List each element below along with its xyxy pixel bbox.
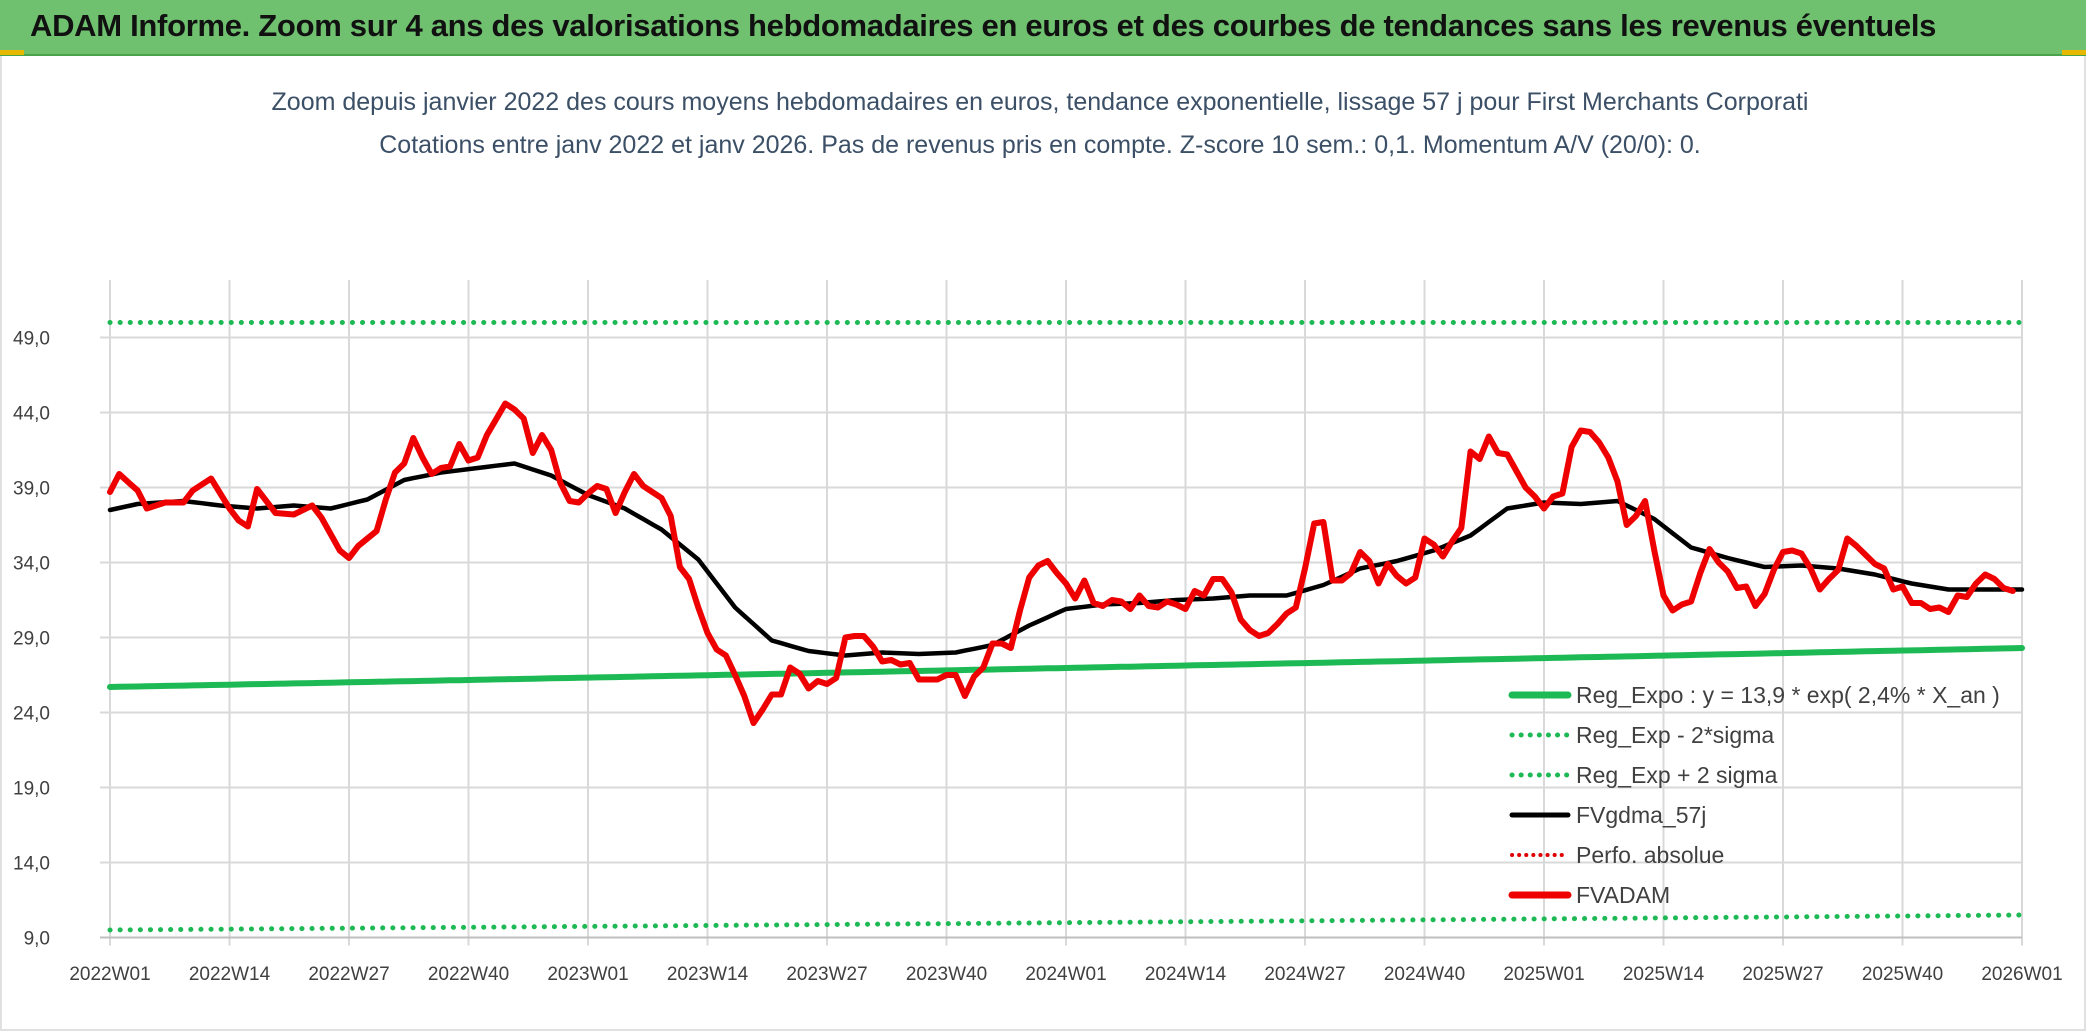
x-tick-label: 2022W27 — [308, 964, 389, 985]
y-tick-label: 39,0 — [13, 479, 50, 500]
x-tick-label: 2025W01 — [1503, 964, 1584, 985]
legend: Reg_Expo : y = 13,9 * exp( 2,4% * X_an )… — [1508, 682, 2000, 908]
x-tick-label: 2022W14 — [189, 964, 271, 985]
y-tick-label: 34,0 — [13, 554, 50, 575]
x-tick-label: 2024W27 — [1264, 964, 1345, 985]
series-reg-expo — [107, 645, 2025, 690]
header-bar: ADAM Informe. Zoom sur 4 ans des valoris… — [0, 0, 2086, 56]
series-fvgdma-57j — [107, 461, 2025, 658]
y-tick-label: 9,0 — [24, 929, 50, 950]
title-backdrop — [262, 80, 1822, 170]
x-tick-label: 2023W01 — [547, 964, 628, 985]
x-tick-label: 2025W40 — [1862, 964, 1943, 985]
y-tick-label: 29,0 — [13, 629, 50, 650]
x-tick-label: 2024W14 — [1145, 964, 1227, 985]
x-tick-label: 2022W01 — [69, 964, 150, 985]
legend-fvadam-label: FVADAM — [1576, 882, 1670, 908]
x-axis-ticks: 2022W01 2022W14 2022W27 2022W40 2023W01 2023W… — [69, 964, 2062, 985]
legend-reg-exp-plus-label: Reg_Exp + 2 sigma — [1576, 762, 1778, 788]
grid-lines — [100, 280, 2023, 946]
x-tick-label: 2022W40 — [428, 964, 509, 985]
x-tick-label: 2025W27 — [1742, 964, 1823, 985]
x-tick-label: 2025W14 — [1623, 964, 1705, 985]
x-tick-label: 2024W01 — [1025, 964, 1106, 985]
series-layer — [107, 320, 2025, 933]
chart-subtitle: Cotations entre janv 2022 et janv 2026. … — [379, 131, 1701, 159]
x-tick-label: 2026W01 — [1981, 964, 2062, 985]
x-tick-label: 2023W40 — [906, 964, 987, 985]
y-tick-label: 49,0 — [13, 329, 50, 350]
header-accent-left — [0, 50, 24, 55]
header-title: ADAM Informe. Zoom sur 4 ans des valoris… — [30, 8, 1937, 43]
y-tick-label: 44,0 — [13, 404, 50, 425]
legend-reg-expo-label: Reg_Expo : y = 13,9 * exp( 2,4% * X_an ) — [1576, 682, 2000, 708]
legend-perfo-label: Perfo. absolue — [1576, 842, 1724, 868]
y-tick-label: 19,0 — [13, 779, 50, 800]
x-tick-label: 2023W14 — [667, 964, 749, 985]
x-tick-label: 2024W40 — [1384, 964, 1465, 985]
header-accent-right — [2062, 50, 2086, 55]
legend-fvgdma-label: FVgdma_57j — [1576, 802, 1706, 828]
chart-title: Zoom depuis janvier 2022 des cours moyen… — [272, 88, 1809, 116]
series-reg-exp-minus-2sigma — [107, 912, 2025, 933]
legend-reg-exp-minus-label: Reg_Exp - 2*sigma — [1576, 722, 1774, 748]
y-tick-label: 14,0 — [13, 854, 50, 875]
y-axis-ticks: 9,0 14,0 19,0 24,0 29,0 34,0 39,0 44,0 49,0 — [13, 329, 50, 950]
y-tick-label: 24,0 — [13, 704, 50, 725]
series-fvadam — [107, 400, 2016, 726]
x-tick-label: 2023W27 — [786, 964, 867, 985]
